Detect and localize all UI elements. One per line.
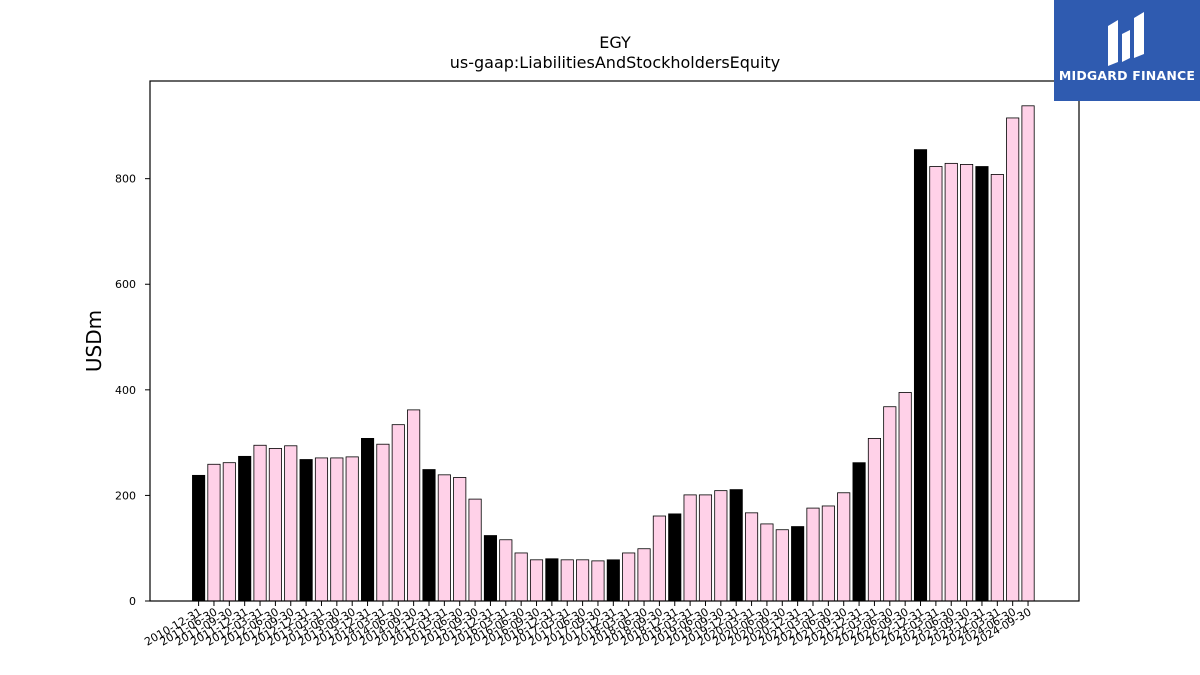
midgard-logo-icon <box>1108 12 1144 66</box>
bar-2019-12-31 <box>729 489 743 602</box>
bar-2022-09-30 <box>898 392 912 602</box>
bar-2023-12-31 <box>975 166 989 602</box>
bar-2021-09-30 <box>837 492 851 602</box>
bar-2024-06-30 <box>1006 117 1020 602</box>
bar-2023-09-30 <box>960 164 974 602</box>
y-tick-label: 200 <box>115 489 136 502</box>
y-axis-label: USDm <box>82 310 106 372</box>
bar-2019-09-30 <box>714 490 728 602</box>
bar-2022-03-31 <box>867 437 881 602</box>
bar-2018-06-30 <box>637 548 651 602</box>
bar-2023-06-30 <box>944 162 958 602</box>
chart-subtitle: us-gaap:LiabilitiesAndStockholdersEquity <box>450 53 781 72</box>
bar-2019-03-31 <box>683 494 697 602</box>
x-axis-ticks: 2010-12-312011-06-302011-09-302011-12-31… <box>142 601 1034 649</box>
bar-2019-06-30 <box>698 494 713 602</box>
bar-2021-06-30 <box>821 505 835 602</box>
brand-name: MIDGARD FINANCE <box>1058 68 1196 83</box>
bar-2020-06-30 <box>760 523 774 602</box>
bar-2015-12-31 <box>483 535 497 602</box>
bar-2021-03-31 <box>806 507 820 602</box>
y-axis-ticks: 0 200 400 600 800 <box>115 173 150 608</box>
y-tick-label: 600 <box>115 278 136 291</box>
y-tick-label: 400 <box>115 384 136 397</box>
bar-2010-12-31 <box>192 474 206 602</box>
bar-2013-12-31 <box>361 437 375 602</box>
bar-2015-09-30 <box>468 498 482 602</box>
bar-2012-12-31 <box>299 459 313 602</box>
bar-2011-06-30 <box>207 463 221 602</box>
bar-2024-03-31 <box>990 174 1004 602</box>
bar-2012-09-30 <box>284 445 298 602</box>
bar-2014-09-30 <box>407 409 421 602</box>
bar-2022-06-30 <box>883 406 897 602</box>
y-tick-label: 800 <box>115 173 136 186</box>
bar-2015-03-31 <box>437 474 451 602</box>
bar-2022-12-31 <box>913 149 928 602</box>
bar-2013-09-30 <box>345 456 359 602</box>
bar-2011-12-31 <box>238 455 252 602</box>
bar-2017-06-30 <box>576 559 590 602</box>
bar-2018-09-30 <box>652 515 666 602</box>
bar-2024-09-30 <box>1021 105 1035 602</box>
bar-2017-12-31 <box>606 559 620 602</box>
bar-2013-06-30 <box>330 457 344 602</box>
bar-2014-12-31 <box>422 469 436 602</box>
bar-2015-06-30 <box>453 477 467 602</box>
bar-2013-03-31 <box>314 457 329 602</box>
bar-2014-06-30 <box>391 424 405 602</box>
bars-group <box>192 105 1035 602</box>
bar-2018-12-31 <box>668 513 682 602</box>
chart-title: EGY <box>599 33 631 52</box>
bar-2016-06-30 <box>514 552 528 602</box>
bar-2020-09-30 <box>775 529 789 602</box>
brand-logo: MIDGARD FINANCE <box>1054 0 1200 101</box>
bar-2011-09-30 <box>222 462 236 602</box>
bar-2012-03-31 <box>253 444 267 602</box>
bar-2021-12-31 <box>852 462 866 602</box>
bar-2018-03-31 <box>622 552 636 602</box>
bar-2017-09-30 <box>591 560 605 602</box>
bar-2014-03-31 <box>376 443 390 602</box>
bar-2016-09-30 <box>529 559 544 602</box>
plot-frame <box>149 80 1080 602</box>
bar-2017-03-31 <box>560 559 574 602</box>
bar-2020-03-31 <box>745 512 759 602</box>
bar-2012-06-30 <box>268 448 282 602</box>
bar-2016-03-31 <box>499 539 513 602</box>
bar-2023-03-31 <box>929 166 943 602</box>
bar-2016-12-31 <box>545 558 559 602</box>
bar-2020-12-31 <box>791 526 805 602</box>
y-tick-label: 0 <box>129 595 136 608</box>
